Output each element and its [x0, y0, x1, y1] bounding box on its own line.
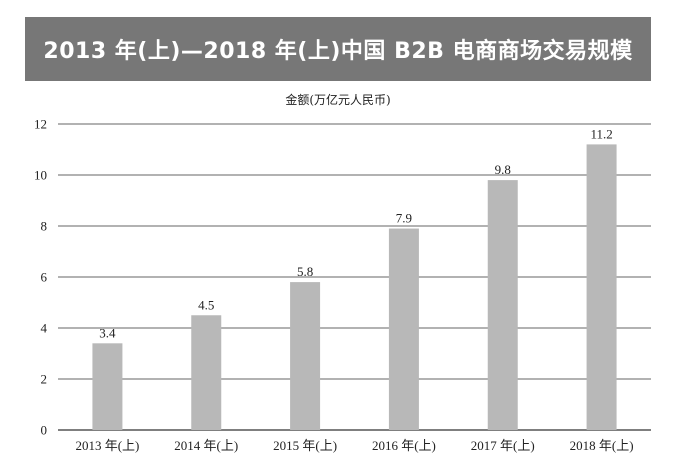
data-label: 4.5	[198, 297, 214, 312]
y-tick-label: 0	[41, 423, 48, 438]
category-label: 2016 年(上)	[372, 438, 436, 453]
bar	[290, 282, 321, 430]
data-label: 9.8	[495, 162, 511, 177]
y-axis-label: 金额(万亿元人民币)	[285, 92, 390, 107]
gridlines	[58, 123, 651, 431]
chart-title-bar: 2013 年(上)—2018 年(上)中国 B2B 电商商场交易规模	[25, 17, 651, 81]
bar	[388, 228, 419, 430]
data-labels: 3.4 4.5 5.8 7.9 9.8 11.2	[99, 126, 612, 340]
y-tick-label: 6	[41, 270, 48, 285]
category-label: 2015 年(上)	[273, 438, 337, 453]
category-label: 2018 年(上)	[570, 438, 634, 453]
y-tick-label: 4	[41, 321, 48, 336]
chart-title: 2013 年(上)—2018 年(上)中国 B2B 电商商场交易规模	[43, 39, 633, 64]
data-label: 11.2	[590, 126, 612, 141]
bars	[92, 144, 617, 430]
category-label: 2013 年(上)	[75, 438, 139, 453]
y-tick-label: 8	[41, 219, 48, 234]
category-label: 2017 年(上)	[471, 438, 535, 453]
y-axis-ticks: 0 2 4 6 8 10 12	[34, 117, 48, 438]
data-label: 3.4	[99, 325, 116, 340]
bar	[586, 144, 617, 430]
data-label: 5.8	[297, 264, 313, 279]
y-tick-label: 2	[41, 372, 48, 387]
bar	[487, 180, 518, 430]
x-axis-categories: 2013 年(上) 2014 年(上) 2015 年(上) 2016 年(上) 2017…	[75, 438, 633, 453]
bar	[191, 315, 222, 430]
y-tick-label: 12	[34, 117, 47, 132]
category-label: 2014 年(上)	[174, 438, 238, 453]
data-label: 7.9	[396, 211, 412, 226]
y-tick-label: 10	[34, 168, 47, 183]
bar	[92, 343, 123, 430]
